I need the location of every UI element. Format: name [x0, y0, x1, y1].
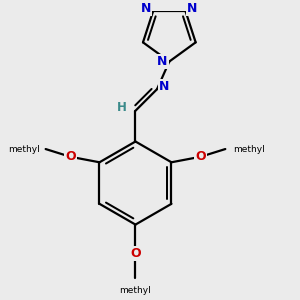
Text: N: N	[159, 80, 169, 93]
Text: methyl: methyl	[233, 145, 265, 154]
Text: N: N	[141, 2, 152, 15]
Text: methyl: methyl	[120, 286, 152, 295]
Text: N: N	[158, 55, 168, 68]
Text: O: O	[65, 150, 76, 163]
Text: O: O	[130, 247, 141, 260]
Text: N: N	[187, 2, 198, 15]
Text: H: H	[117, 101, 127, 114]
Text: O: O	[195, 150, 206, 163]
Text: methyl: methyl	[8, 145, 40, 154]
Text: methyl: methyl	[233, 145, 238, 147]
